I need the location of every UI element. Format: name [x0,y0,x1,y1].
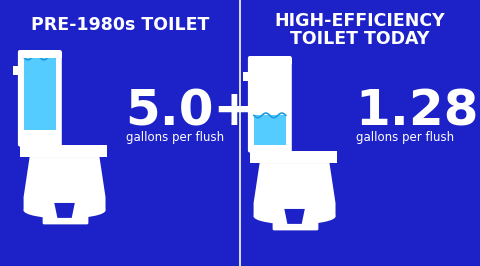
Bar [243,72,250,81]
Bar [20,144,108,157]
Bar [248,58,292,64]
Bar [24,57,56,130]
FancyBboxPatch shape [273,215,318,230]
Bar [250,151,337,163]
Polygon shape [54,203,75,218]
Text: 5.0+: 5.0+ [125,88,255,136]
Text: HIGH-EFFICIENCY: HIGH-EFFICIENCY [275,12,445,30]
Polygon shape [284,209,305,224]
FancyBboxPatch shape [43,209,88,225]
Text: PRE-1980s TOILET: PRE-1980s TOILET [31,16,209,34]
Ellipse shape [24,202,106,218]
Text: gallons per flush: gallons per flush [356,131,454,144]
FancyBboxPatch shape [18,50,62,147]
Bar [18,52,62,59]
Polygon shape [253,163,336,217]
Bar [12,66,20,75]
Polygon shape [24,157,106,210]
Bar [254,115,286,145]
Text: 1.28: 1.28 [355,88,479,136]
FancyBboxPatch shape [248,56,292,153]
Ellipse shape [253,208,336,225]
Text: gallons per flush: gallons per flush [126,131,224,144]
Text: TOILET TODAY: TOILET TODAY [290,30,430,48]
